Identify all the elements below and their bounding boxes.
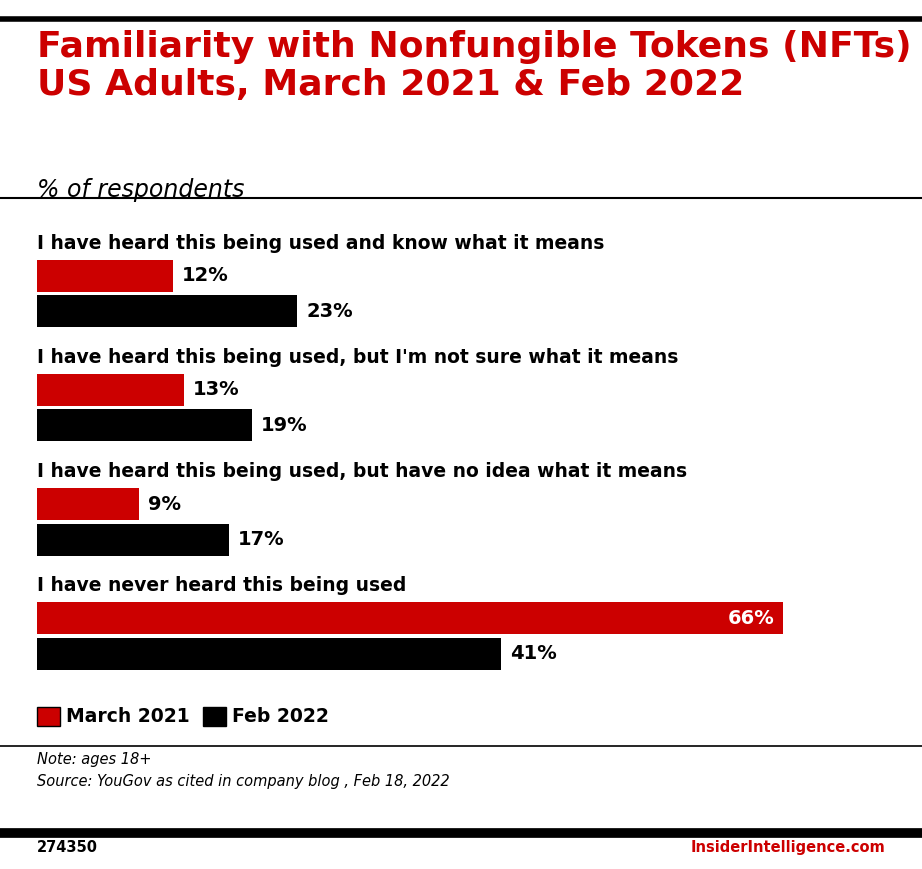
Bar (37, 602, 784, 634)
Text: I have heard this being used, but I'm not sure what it means: I have heard this being used, but I'm no… (37, 348, 679, 367)
Bar (37, 374, 183, 406)
Text: 9%: 9% (148, 494, 181, 514)
Text: I have heard this being used and know what it means: I have heard this being used and know wh… (37, 234, 604, 253)
Text: InsiderIntelligence.com: InsiderIntelligence.com (691, 840, 885, 855)
Bar (37, 409, 252, 441)
Text: 17%: 17% (238, 530, 285, 549)
Text: I have never heard this being used: I have never heard this being used (37, 576, 407, 595)
Text: 274350: 274350 (37, 840, 98, 855)
Text: I have heard this being used, but have no idea what it means: I have heard this being used, but have n… (37, 462, 687, 481)
Text: Feb 2022: Feb 2022 (232, 707, 329, 726)
Text: Familiarity with Nonfungible Tokens (NFTs) Among
US Adults, March 2021 & Feb 202: Familiarity with Nonfungible Tokens (NFT… (37, 30, 922, 102)
Bar (37, 295, 297, 328)
Text: 66%: 66% (727, 609, 774, 627)
Bar (37, 260, 172, 292)
Text: % of respondents: % of respondents (37, 178, 244, 202)
Text: March 2021: March 2021 (66, 707, 190, 726)
Text: 19%: 19% (261, 416, 307, 434)
Text: Note: ages 18+
Source: YouGov as cited in company blog , Feb 18, 2022: Note: ages 18+ Source: YouGov as cited i… (37, 752, 450, 789)
Text: 12%: 12% (182, 266, 229, 285)
Bar (37, 488, 138, 521)
Text: 13%: 13% (193, 381, 240, 400)
Text: 23%: 23% (306, 302, 353, 321)
Bar (37, 523, 230, 555)
Bar (37, 638, 501, 670)
Text: 41%: 41% (510, 644, 556, 663)
